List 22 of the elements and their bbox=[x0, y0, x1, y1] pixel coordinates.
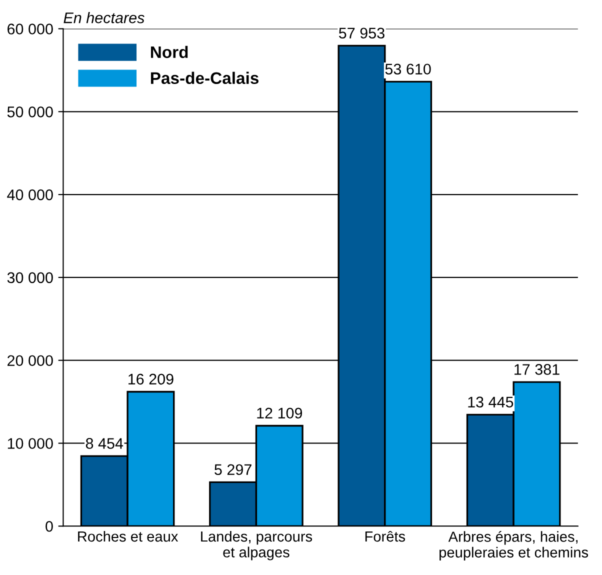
data-label: 57 953 bbox=[338, 28, 384, 39]
y-tick-label: 50 000 bbox=[7, 106, 53, 118]
y-tick-label: 60 000 bbox=[8, 24, 53, 34]
x-tick-label: Arbres épars, haies, peupleraies et chemins bbox=[440, 530, 588, 560]
legend-label: Nord bbox=[150, 46, 188, 58]
data-label: 5 297 bbox=[214, 464, 252, 476]
y-tick-label: 0 bbox=[46, 520, 53, 532]
x-tick-label: Forêts bbox=[365, 530, 406, 542]
data-label: 12 109 bbox=[257, 408, 302, 419]
data-label: 53 610 bbox=[385, 64, 431, 75]
data-label: 13 445 bbox=[468, 396, 514, 408]
legend-label: Pas-de-Calais bbox=[150, 72, 259, 84]
y-axis-title: En hectares bbox=[64, 12, 144, 24]
data-label: 17 381 bbox=[514, 364, 560, 375]
y-tick-label: 30 000 bbox=[7, 272, 53, 284]
y-tick-label: 10 000 bbox=[8, 438, 53, 449]
data-label: 8 454 bbox=[86, 438, 124, 449]
y-tick-label: 40 000 bbox=[7, 189, 53, 200]
y-tick-label: 20 000 bbox=[8, 355, 53, 366]
x-tick-label: Roches et eaux bbox=[78, 530, 178, 542]
x-tick-label: Landes, parcours et alpages bbox=[201, 530, 312, 560]
data-label: 16 209 bbox=[128, 374, 174, 385]
